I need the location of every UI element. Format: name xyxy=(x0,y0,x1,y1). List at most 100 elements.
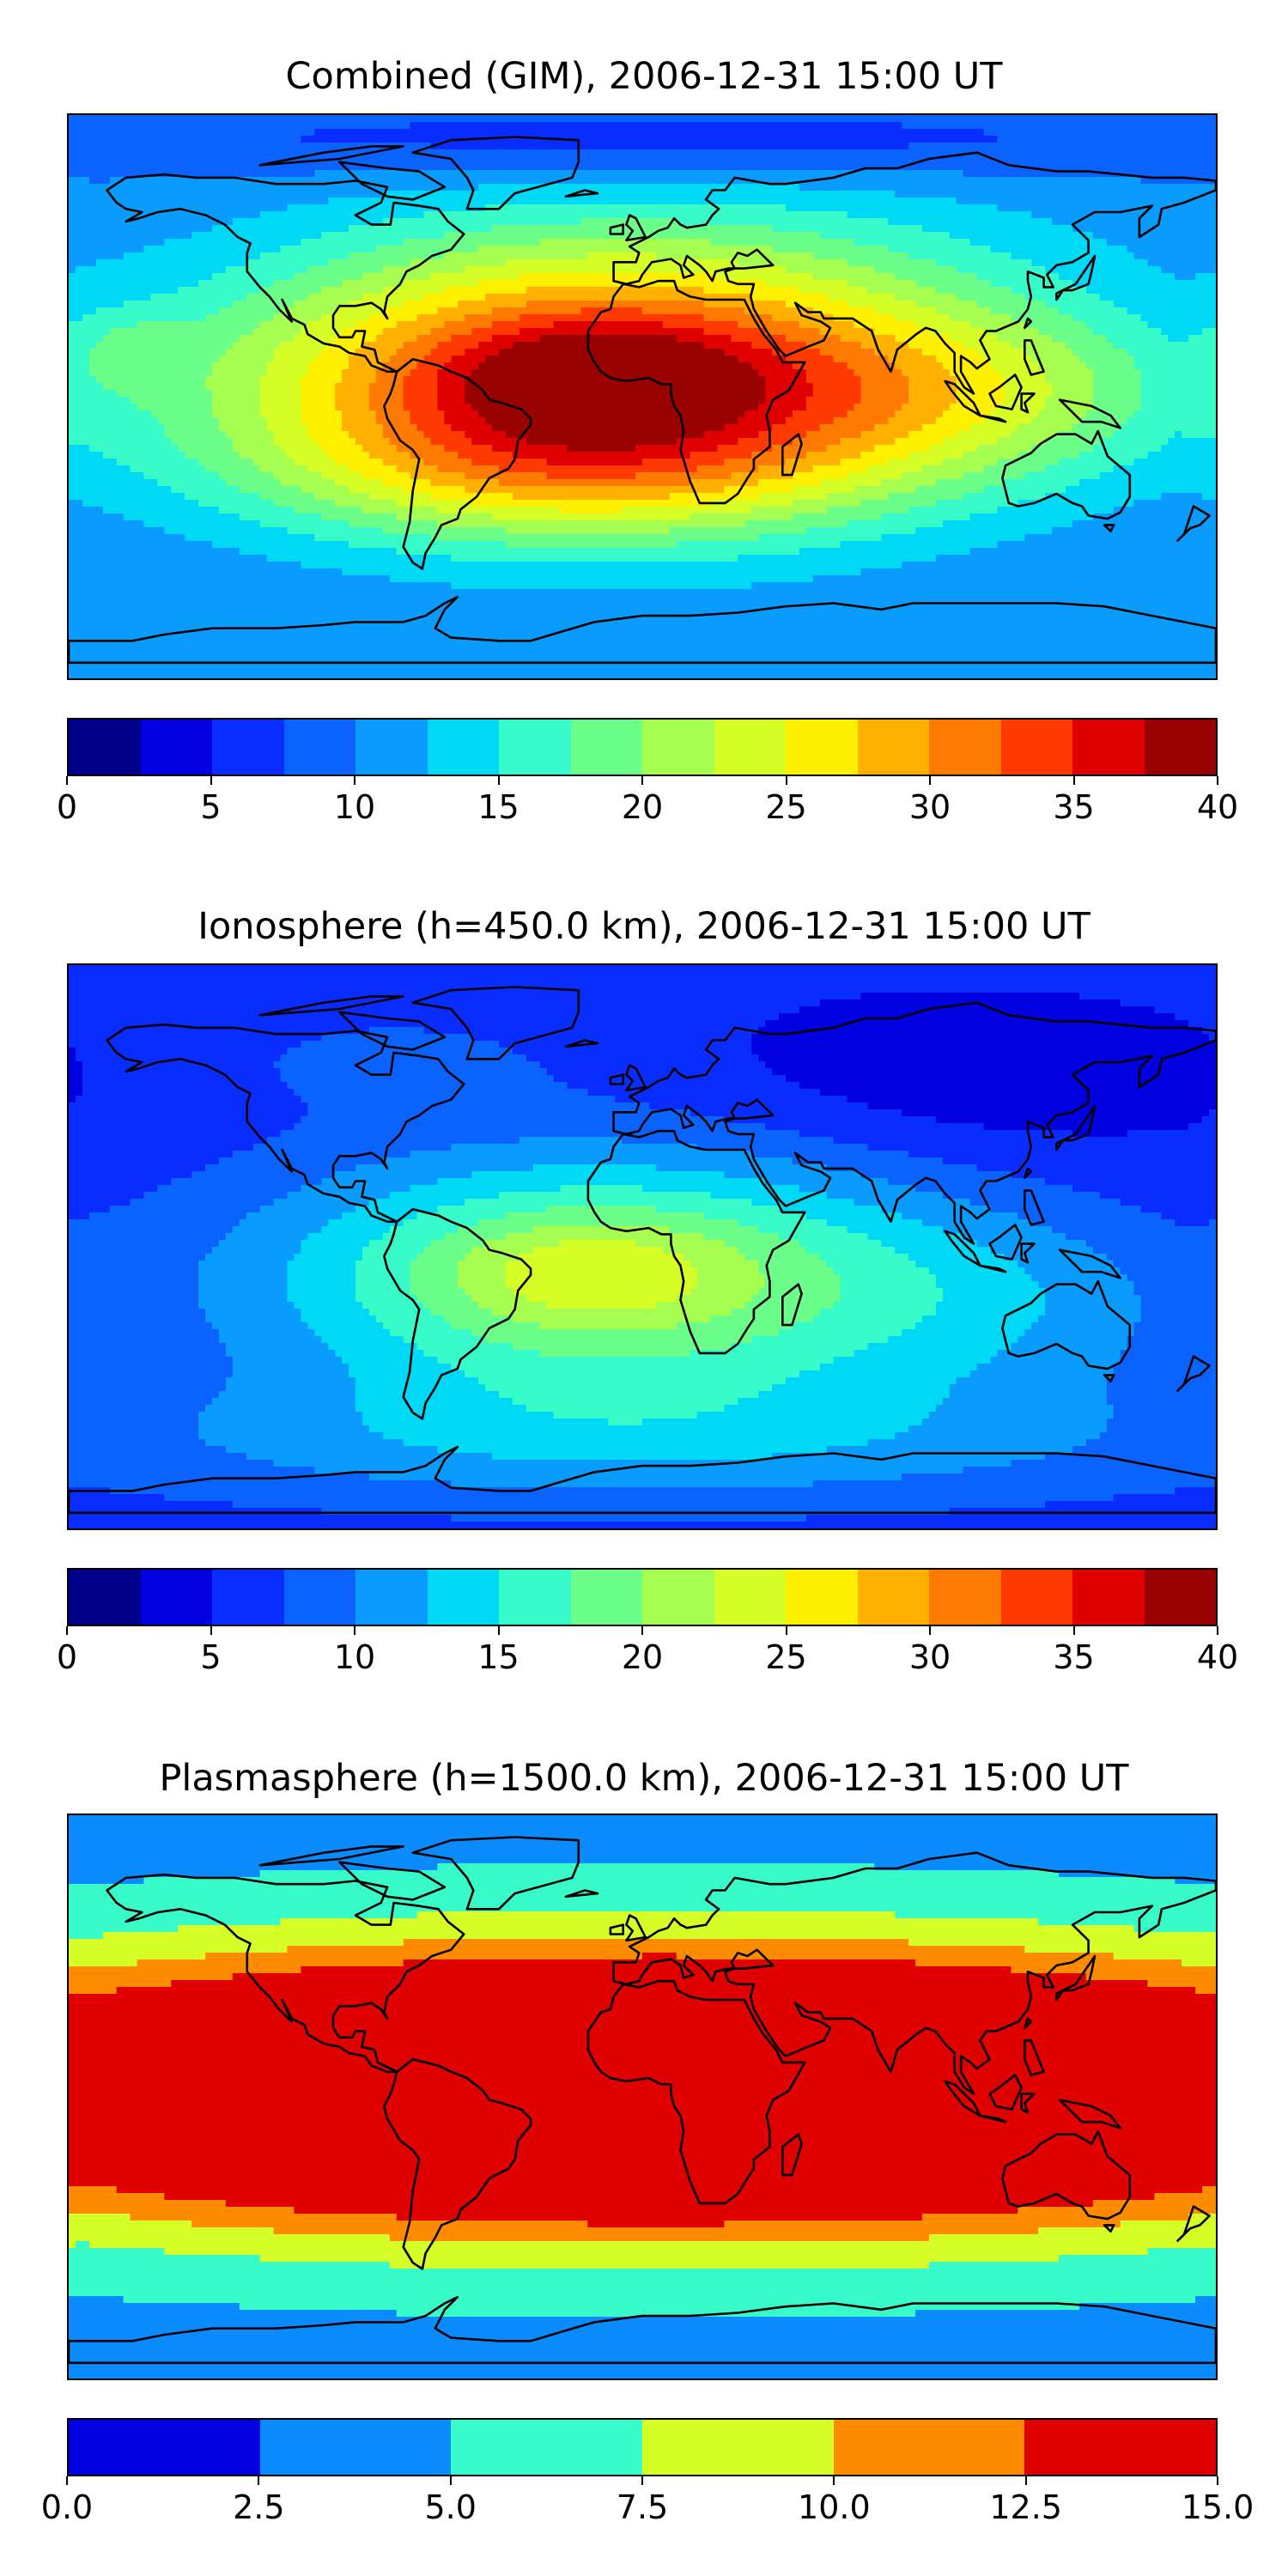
tick-label: 30 xyxy=(908,1638,951,1676)
coastline-path xyxy=(1024,1189,1045,1226)
coastline-path xyxy=(1020,2093,1036,2114)
colorbar-2-segment xyxy=(857,1570,929,1625)
coastline-path xyxy=(1055,254,1097,301)
coastline-path xyxy=(1001,1279,1132,1370)
map-panel-2 xyxy=(67,963,1218,1530)
coastline-path xyxy=(1103,524,1115,532)
coastline-path xyxy=(411,1836,580,1911)
map-3-field xyxy=(69,1815,1216,2379)
tick-label: 25 xyxy=(765,788,807,826)
colorbar-2-segment xyxy=(570,1570,642,1625)
map-panel-1 xyxy=(67,113,1218,680)
coastline-path xyxy=(586,279,806,505)
coastline-path xyxy=(1024,2017,1033,2030)
tick-label: 0.0 xyxy=(40,2488,94,2526)
coastline-path xyxy=(609,1923,624,1935)
tick-mark xyxy=(210,776,212,785)
coastline-path xyxy=(383,358,532,570)
tick-label: 15.0 xyxy=(1181,2488,1255,2526)
tick-label: 5 xyxy=(200,1638,222,1676)
tick-mark xyxy=(66,776,68,785)
colorbar-1-segment xyxy=(929,720,1001,775)
coastline-path xyxy=(1020,1242,1036,1264)
coastline-path xyxy=(988,374,1023,410)
tick-label: 15 xyxy=(477,1638,519,1676)
tick-label: 30 xyxy=(908,788,951,826)
colorbar-2-segment xyxy=(786,1570,858,1625)
coastline-path xyxy=(69,1445,1216,1515)
tick-label: 5 xyxy=(200,788,222,826)
tick-mark xyxy=(497,776,500,785)
colorbar-2-segment xyxy=(499,1570,571,1625)
tick-mark xyxy=(449,2476,452,2485)
tick-label: 20 xyxy=(621,788,664,826)
tick-label: 15 xyxy=(477,788,519,826)
tick-mark xyxy=(785,1626,787,1635)
tick-mark xyxy=(929,1626,931,1635)
tick-label: 20 xyxy=(621,1638,664,1676)
coastline-path xyxy=(1024,317,1033,330)
coastline-path xyxy=(781,2133,803,2177)
tick-mark xyxy=(1217,2476,1218,2485)
tick-mark xyxy=(641,776,643,785)
coastline-path xyxy=(1055,1104,1097,1151)
colorbar-1-segment xyxy=(499,720,571,775)
coastline-path xyxy=(1103,1374,1115,1382)
colorbar-2 xyxy=(67,1568,1218,1626)
coastline-path xyxy=(106,173,465,374)
coastline-path xyxy=(106,1023,465,1224)
coastline-path xyxy=(1020,392,1036,414)
coastline-path xyxy=(338,161,447,201)
map-svg-3 xyxy=(69,1815,1216,2379)
tick-label: 7.5 xyxy=(616,2488,669,2526)
coastline-path xyxy=(69,2295,1216,2365)
tick-mark xyxy=(1024,2476,1027,2485)
colorbar-2-segment xyxy=(1144,1570,1216,1625)
coastline-path xyxy=(1024,1167,1033,1180)
coastline-path xyxy=(258,1845,404,1867)
tick-label: 12.5 xyxy=(989,2488,1062,2526)
tick-label: 25 xyxy=(765,1638,807,1676)
coastlines xyxy=(69,136,1216,665)
coastline-path xyxy=(1001,2129,1132,2221)
coastline-path xyxy=(411,986,580,1060)
coastline-path xyxy=(564,1039,599,1048)
colorbar-1-segment xyxy=(69,720,141,775)
tick-mark xyxy=(833,2476,835,2485)
colorbar-ticks-3: 0.0 2.5 5.0 7.5 10.0 12.5 15.0 xyxy=(41,2476,1254,2528)
coastline-path xyxy=(612,151,1216,395)
coastline-path xyxy=(586,1129,806,1355)
coastline-path xyxy=(1176,505,1211,542)
colorbar-2-segment xyxy=(714,1570,786,1625)
coastlines xyxy=(69,1836,1216,2365)
tick-mark xyxy=(641,1626,643,1635)
tick-mark xyxy=(258,2476,260,2485)
colorbar-3 xyxy=(67,2418,1218,2476)
tick-label: 5.0 xyxy=(424,2488,477,2526)
colorbar-1-segment xyxy=(283,720,355,775)
coastline-path xyxy=(625,1064,647,1092)
coastline-path xyxy=(979,414,1007,423)
tick-label: 2.5 xyxy=(233,2488,285,2526)
colorbar-3-segment xyxy=(642,2420,834,2475)
map-2-field xyxy=(69,965,1216,1528)
colorbar-1-segment xyxy=(642,720,714,775)
coastline-path xyxy=(609,1073,624,1085)
colorbar-3-segment xyxy=(1024,2420,1217,2475)
colorbar-1-segment xyxy=(212,720,284,775)
tick-mark xyxy=(66,2476,68,2485)
coastline-path xyxy=(609,223,624,235)
tick-mark xyxy=(641,2476,643,2485)
tick-mark xyxy=(66,1626,68,1635)
coastline-path xyxy=(258,145,404,167)
coastline-path xyxy=(586,1979,806,2205)
colorbar-1-segment xyxy=(140,720,212,775)
coastline-path xyxy=(1024,339,1045,376)
colorbar-1-segment xyxy=(355,720,428,775)
colorbar-1-segment xyxy=(714,720,786,775)
tick-mark xyxy=(1072,1626,1075,1635)
coastline-path xyxy=(625,1914,647,1942)
coastline-path xyxy=(1058,1249,1121,1279)
coastline-path xyxy=(612,1001,1216,1245)
coastline-path xyxy=(1103,2224,1115,2233)
